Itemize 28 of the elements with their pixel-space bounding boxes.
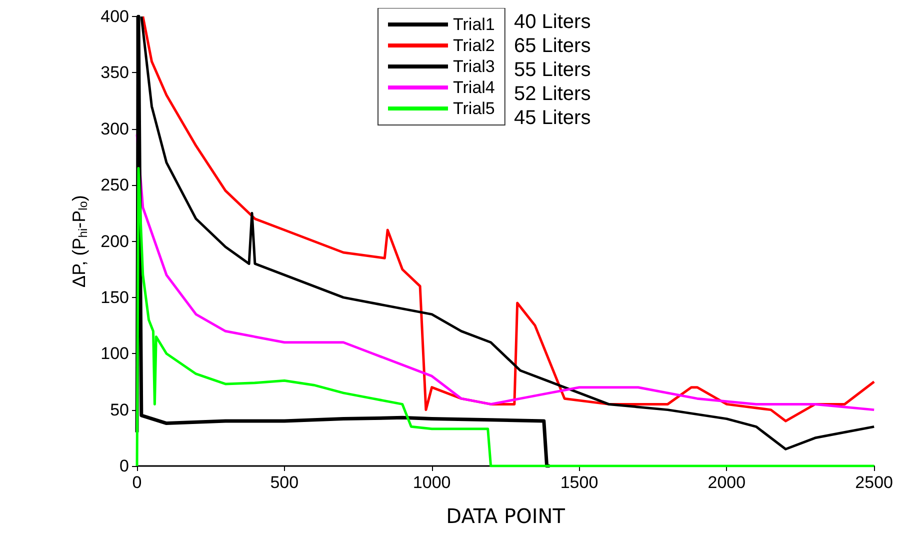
annotation: 40 Liters <box>514 11 591 33</box>
y-tick-label: 50 <box>110 400 129 420</box>
y-tick-label: 300 <box>100 119 129 138</box>
y-axis-title: ΔP, (Phi-Plo) <box>69 195 90 288</box>
legend-label: Trial3 <box>453 57 495 76</box>
x-tick-label: 500 <box>270 473 299 492</box>
y-tick-label: 350 <box>100 63 129 82</box>
y-tick-label: 250 <box>100 176 129 195</box>
y-tick-label: 100 <box>100 344 129 364</box>
x-tick-label: 0 <box>132 473 142 492</box>
line-series <box>136 133 876 412</box>
annotation: 55 Liters <box>514 59 591 81</box>
legend-label: Trial5 <box>453 99 495 118</box>
x-tick-label: 1500 <box>560 473 598 492</box>
y-tick-label: 400 <box>100 7 129 26</box>
x-tick-label: 1000 <box>412 473 451 492</box>
y-tick-label: 150 <box>100 288 129 307</box>
x-tick-label: 2000 <box>708 473 746 492</box>
annotation: 52 Liters <box>514 83 591 105</box>
x-tick-label: 2500 <box>855 473 894 492</box>
y-tick-label: 0 <box>120 456 129 476</box>
x-axis-title: DATA POINT <box>446 504 566 528</box>
legend-label: Trial2 <box>453 36 495 55</box>
annotation: 45 Liters <box>514 107 591 129</box>
legend-label: Trial1 <box>453 15 495 34</box>
legend-label: Trial4 <box>453 78 495 97</box>
annotation: 65 Liters <box>514 35 591 57</box>
y-tick-label: 200 <box>100 232 129 251</box>
